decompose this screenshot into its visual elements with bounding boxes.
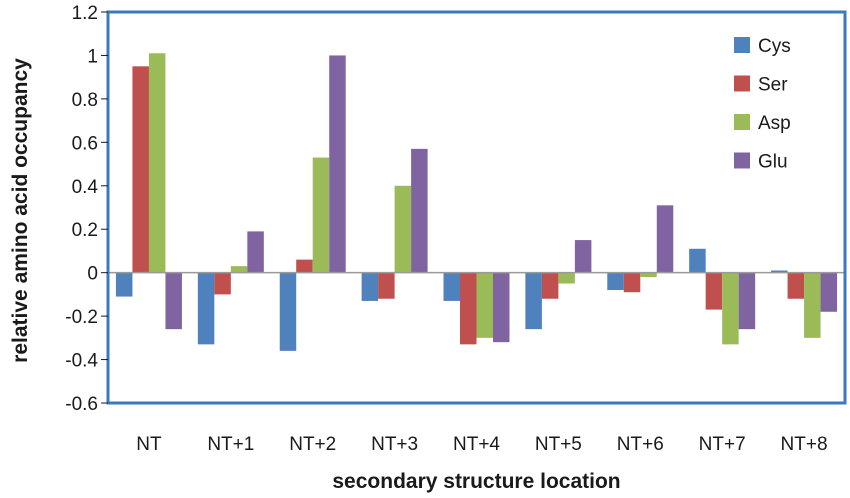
y-axis-ticks: -0.6 -0.4 -0.2 0 0.2 0.4 0.6 0.8 1 1.2 (65, 3, 108, 415)
x-tick-label: NT+8 (781, 434, 828, 455)
bar-asp-ntplus2 (312, 157, 330, 273)
y-axis-title: relative amino acid occupancy (9, 58, 32, 363)
bar-cys-ntplus8 (771, 270, 788, 273)
bar-asp-ntplus3 (394, 185, 412, 273)
legend-label-ser: Ser (758, 75, 788, 96)
y-tick-label: 0.6 (72, 133, 98, 154)
bar-ser-ntplus8 (787, 272, 805, 299)
bar-asp-nt (148, 53, 166, 273)
legend-label-cys: Cys (758, 36, 791, 57)
legend-swatch-ser (734, 75, 750, 92)
bar-asp-ntplus4 (476, 272, 493, 338)
x-axis-title: secondary structure location (332, 470, 620, 493)
y-tick-label: -0.4 (65, 351, 98, 372)
legend-label-glu: Glu (758, 152, 788, 173)
bars-group (115, 53, 838, 351)
x-tick-label: NT+1 (207, 434, 254, 455)
bar-asp-ntplus8 (804, 272, 821, 338)
bar-ser-ntplus7 (705, 272, 723, 310)
bar-asp-ntplus6 (640, 272, 657, 278)
bar-ser-ntplus5 (541, 272, 559, 299)
y-tick-label: -0.6 (65, 394, 98, 415)
x-tick-label: NT+5 (535, 434, 582, 455)
bar-ser-ntplus3 (378, 272, 395, 299)
bar-cys-ntplus4 (443, 272, 460, 301)
bar-ser-ntplus1 (214, 272, 231, 295)
plot-area-frame (106, 10, 847, 405)
legend-swatch-glu (734, 152, 750, 169)
bar-cys-ntplus6 (607, 272, 624, 291)
bar-glu-ntplus6 (656, 205, 674, 273)
x-tick-label: NT+4 (453, 434, 500, 455)
bar-glu-ntplus7 (738, 272, 756, 330)
x-tick-label: NT+3 (371, 434, 418, 455)
bar-ser-ntplus4 (460, 272, 477, 345)
legend-swatch-cys (734, 37, 750, 53)
bar-cys-ntplus5 (525, 272, 542, 330)
x-tick-label: NT+2 (289, 434, 336, 455)
y-tick-label: 0.8 (72, 90, 98, 111)
bar-cys-ntplus2 (279, 272, 297, 351)
bar-cys-nt (115, 272, 133, 297)
y-tick-label: 1.2 (72, 3, 98, 24)
bar-ser-nt (132, 66, 149, 273)
bar-glu-ntplus5 (574, 240, 592, 273)
y-tick-label: 0.2 (72, 220, 98, 241)
legend-label-asp: Asp (758, 113, 791, 134)
y-tick-label: -0.2 (65, 307, 98, 328)
bar-cys-ntplus1 (197, 272, 215, 345)
bar-glu-ntplus3 (411, 148, 428, 273)
bar-glu-ntplus1 (247, 231, 264, 273)
bar-ser-ntplus6 (623, 272, 641, 293)
bar-ser-ntplus2 (296, 259, 313, 273)
bar-cys-ntplus7 (689, 248, 706, 273)
bar-glu-ntplus8 (820, 272, 838, 312)
x-tick-label: NT+6 (617, 434, 664, 455)
x-tick-label: NT+7 (699, 434, 746, 455)
bar-glu-nt (165, 272, 182, 330)
bar-asp-ntplus1 (230, 266, 248, 273)
y-tick-label: 1 (87, 46, 98, 67)
legend-swatch-asp (734, 114, 750, 130)
x-tick-label: NT (136, 434, 162, 455)
bar-glu-ntplus2 (329, 55, 346, 273)
bar-asp-ntplus5 (558, 272, 575, 284)
legend: Cys Ser Asp Glu (734, 36, 791, 173)
y-tick-label: 0.4 (72, 177, 99, 198)
y-tick-label: 0 (87, 264, 98, 285)
x-axis-ticks: NT NT+1 NT+2 NT+3 NT+4 NT+5 NT+6 NT+7 NT+8 (136, 434, 827, 455)
bar-glu-ntplus4 (493, 272, 510, 343)
bar-cys-ntplus3 (361, 272, 379, 301)
bar-asp-ntplus7 (722, 272, 739, 345)
